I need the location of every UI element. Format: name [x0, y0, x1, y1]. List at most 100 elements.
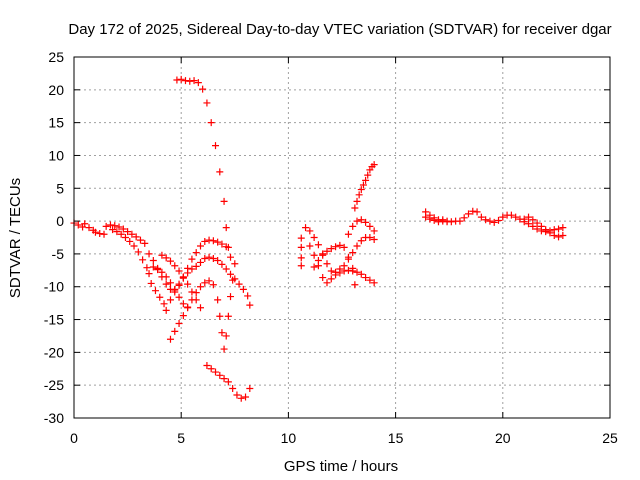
- x-tick-label: 0: [70, 430, 78, 446]
- data-point: [555, 225, 563, 233]
- data-point: [216, 168, 224, 176]
- data-point: [171, 327, 179, 335]
- data-point: [218, 240, 226, 248]
- data-point: [351, 204, 359, 212]
- data-point: [477, 213, 485, 221]
- data-point: [439, 217, 447, 225]
- axis-ticks: [73, 56, 611, 419]
- data-point: [201, 237, 209, 245]
- data-point: [430, 216, 438, 224]
- data-point: [192, 262, 200, 270]
- data-point: [370, 279, 378, 287]
- data-point: [529, 222, 537, 230]
- data-point: [366, 276, 374, 284]
- data-point: [151, 287, 159, 295]
- series-arc-17: [422, 213, 567, 236]
- data-point: [113, 228, 121, 236]
- data-point: [332, 271, 340, 279]
- data-point: [192, 289, 200, 297]
- data-point: [353, 268, 361, 276]
- data-point: [464, 210, 472, 218]
- data-point: [460, 214, 468, 222]
- data-point: [555, 233, 563, 241]
- data-point: [205, 253, 213, 261]
- data-point: [81, 220, 89, 228]
- data-point: [366, 222, 374, 230]
- data-point: [246, 301, 254, 309]
- data-point: [179, 273, 187, 281]
- series-arc-12: [306, 242, 378, 287]
- data-point: [297, 234, 305, 242]
- data-point: [443, 218, 451, 226]
- data-point: [156, 293, 164, 301]
- y-tick-labels: -30 -25 -20 -15 -10 -5 0 5 10 15 20 25: [44, 49, 64, 426]
- data-point: [124, 228, 132, 236]
- data-point: [302, 224, 310, 232]
- data-point: [109, 226, 117, 234]
- data-point: [495, 216, 503, 224]
- y-tick-label: 10: [48, 147, 64, 163]
- data-point: [196, 242, 204, 250]
- data-point: [175, 280, 183, 288]
- data-point: [162, 280, 170, 288]
- x-tick-label: 25: [602, 430, 618, 446]
- plot-frame: [73, 56, 611, 419]
- data-point: [237, 394, 245, 402]
- data-point: [231, 260, 239, 268]
- y-axis-label: SDTVAR / TECUs: [7, 178, 24, 298]
- data-point: [469, 207, 477, 215]
- data-point: [357, 186, 365, 194]
- data-point: [177, 75, 185, 83]
- series-arc-10: [203, 361, 254, 402]
- data-point: [136, 236, 144, 244]
- y-tick-label: 5: [56, 180, 64, 196]
- data-point: [327, 275, 335, 283]
- data-point: [323, 279, 331, 287]
- data-point: [139, 256, 147, 264]
- x-tick-label: 5: [177, 430, 185, 446]
- data-point: [162, 273, 170, 281]
- data-point: [327, 245, 335, 253]
- data-points: [70, 75, 567, 402]
- data-point: [344, 266, 352, 274]
- data-point: [186, 77, 194, 85]
- data-point: [190, 77, 198, 85]
- data-point: [353, 197, 361, 205]
- data-point: [121, 234, 129, 241]
- y-tick-label: 20: [48, 82, 64, 98]
- y-tick-label: -30: [44, 410, 64, 426]
- data-point: [224, 243, 232, 251]
- data-point: [242, 393, 250, 401]
- data-point: [209, 237, 217, 245]
- data-point: [323, 247, 331, 255]
- data-point: [141, 239, 149, 247]
- data-point: [181, 77, 189, 85]
- data-point: [188, 265, 196, 273]
- data-point: [102, 222, 110, 230]
- data-point: [96, 230, 104, 238]
- data-point: [205, 236, 213, 244]
- data-point: [220, 375, 228, 383]
- data-point: [145, 270, 153, 278]
- y-tick-label: -10: [44, 279, 64, 295]
- data-point: [162, 254, 170, 262]
- data-point: [537, 227, 545, 235]
- data-point: [550, 226, 558, 234]
- data-point: [74, 221, 82, 229]
- data-point: [357, 270, 365, 278]
- data-point: [203, 361, 211, 369]
- data-point: [207, 119, 215, 127]
- data-point: [512, 213, 520, 221]
- series-arc-1: [70, 219, 108, 238]
- y-tick-label: 25: [48, 49, 64, 65]
- data-point: [188, 255, 196, 263]
- data-point: [175, 267, 183, 275]
- data-point: [201, 279, 209, 287]
- data-point: [323, 260, 331, 268]
- data-point: [209, 281, 217, 289]
- data-point: [525, 220, 533, 228]
- data-point: [297, 243, 305, 251]
- series-arc-14: [344, 216, 378, 238]
- series-arc-9: [173, 75, 235, 261]
- data-point: [306, 242, 314, 250]
